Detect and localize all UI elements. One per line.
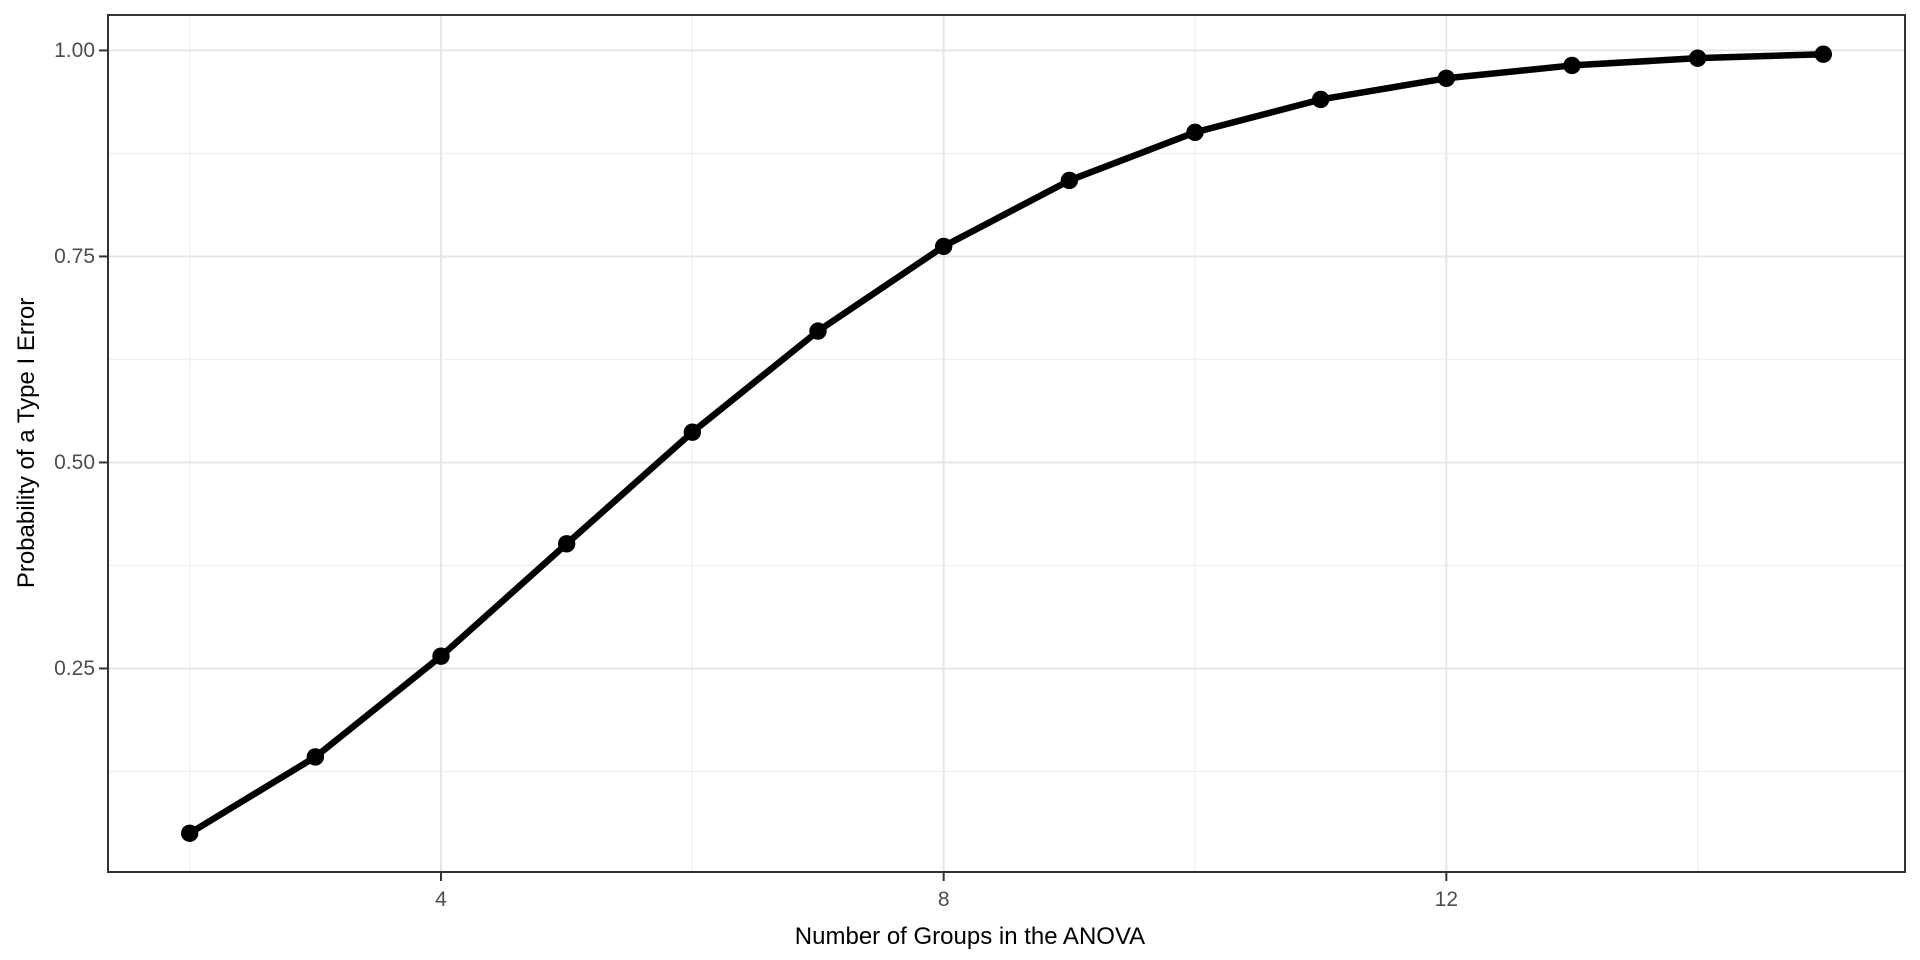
- panel-background: [108, 15, 1905, 872]
- data-point: [1563, 56, 1581, 75]
- data-point: [1814, 45, 1833, 63]
- data-point: [809, 322, 827, 340]
- grid-major-layer: [108, 15, 1905, 872]
- y-tick-label: 0.25: [54, 657, 95, 680]
- series-layer: [180, 45, 1833, 842]
- data-point: [1311, 90, 1330, 109]
- axis-ticks-layer: [99, 49, 1448, 881]
- data-point: [306, 748, 325, 766]
- data-point: [557, 535, 576, 553]
- data-point: [683, 423, 702, 441]
- panel-border: [107, 14, 1906, 873]
- x-tick-label: 12: [1435, 888, 1458, 911]
- y-tick-label: 0.75: [54, 245, 95, 268]
- data-point: [432, 647, 450, 665]
- data-point: [1060, 171, 1079, 190]
- data-point: [934, 237, 953, 256]
- grid-minor-layer: [108, 15, 1905, 872]
- y-tick-label: 1.00: [54, 39, 95, 62]
- axis-tick-labels-layer: 4 8 12 0.25 0.50 0.75 1.00: [54, 39, 1458, 911]
- y-tick-label: 0.50: [54, 451, 95, 474]
- data-point: [1186, 123, 1204, 142]
- data-point: [180, 824, 199, 842]
- data-point: [1437, 69, 1456, 87]
- x-tick-label: 8: [938, 888, 950, 911]
- x-axis-title: Number of Groups in the ANOVA: [795, 923, 1145, 950]
- y-axis-title: Probability of a Type I Error: [13, 298, 40, 588]
- series-line: [187, 50, 1824, 837]
- data-point: [1688, 49, 1707, 67]
- x-tick-label: 4: [435, 888, 447, 911]
